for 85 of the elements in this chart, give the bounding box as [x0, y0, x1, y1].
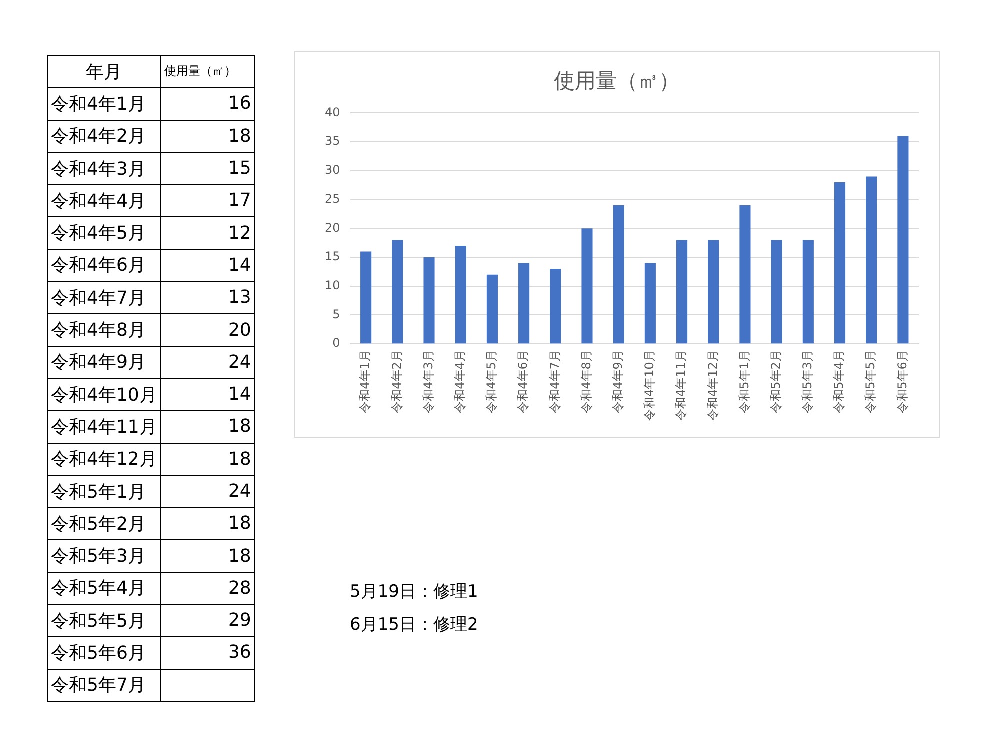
data-label: 18	[160, 120, 255, 152]
x-tick-label: 令和5年4月	[832, 350, 846, 414]
category-label: 令和4年7月	[48, 282, 161, 314]
x-tick-label: 令和4年1月	[358, 350, 372, 414]
category-label: 令和5年6月	[48, 636, 161, 670]
x-tick-label: 令和4年9月	[610, 350, 625, 414]
x-tick-label: 令和4年2月	[390, 350, 404, 414]
bar	[455, 246, 466, 344]
y-tick-label: 10	[324, 278, 340, 292]
data-label: 13	[160, 282, 255, 314]
text: 6月15日：修理2	[350, 614, 478, 637]
data-label: 36	[160, 636, 255, 670]
x-tick-label: 令和4年7月	[548, 350, 562, 414]
y-tick-label: 40	[324, 105, 340, 120]
text: 5月19日：修理1	[350, 581, 478, 604]
x-tick-label: 令和4年6月	[516, 350, 530, 414]
data-label: 18	[160, 508, 255, 540]
x-tick-label: 令和4年11月	[674, 350, 688, 421]
x-tick-label: 令和5年6月	[895, 350, 910, 414]
bar	[518, 263, 530, 344]
data-label: 15	[160, 152, 255, 185]
category-label: 令和4年12月	[48, 443, 161, 476]
data-label: 14	[160, 378, 255, 411]
chart-title: 使用量（㎥）	[554, 69, 680, 94]
x-tick-label: 令和4年3月	[421, 350, 436, 414]
data-label: 14	[160, 249, 255, 282]
category-label: 令和5年5月	[48, 604, 161, 637]
bar	[676, 240, 688, 344]
category-label: 令和5年3月	[48, 540, 161, 572]
category-label: 令和4年4月	[48, 184, 161, 217]
bar	[834, 182, 846, 344]
data-label: 16	[160, 88, 255, 120]
category-label: 令和5年7月	[48, 669, 161, 702]
bar	[582, 228, 593, 344]
data-label: 18	[160, 540, 255, 572]
x-tick-label: 令和4年12月	[706, 350, 720, 421]
category-label: 令和5年2月	[48, 508, 161, 540]
bar	[360, 252, 372, 344]
x-tick-label: 令和4年4月	[452, 350, 467, 414]
x-tick-label: 令和4年8月	[579, 350, 594, 414]
bar	[486, 274, 498, 344]
x-tick-label: 令和5年1月	[737, 350, 752, 414]
data-label: 24	[160, 346, 255, 378]
category-label: 令和4年2月	[48, 120, 161, 152]
category-label: 令和4年1月	[48, 88, 161, 120]
data-label: 18	[160, 410, 255, 444]
category-label: 令和4年3月	[48, 152, 161, 185]
category-label: 令和5年1月	[48, 475, 161, 508]
y-tick-label: 0	[332, 336, 340, 350]
category-label: 令和4年6月	[48, 249, 161, 282]
category-label: 令和4年8月	[48, 314, 161, 346]
bar	[866, 176, 878, 344]
text: 年月	[48, 56, 161, 88]
bar	[708, 240, 720, 344]
data-label: 28	[160, 572, 255, 605]
x-tick-label: 令和4年10月	[642, 350, 657, 421]
x-tick-label: 令和5年3月	[800, 350, 815, 414]
bar	[740, 206, 751, 344]
y-tick-label: 30	[324, 163, 340, 178]
data-label: 17	[160, 184, 255, 217]
data-label: 20	[160, 314, 255, 346]
y-tick-label: 5	[332, 307, 340, 322]
bar	[424, 258, 435, 344]
x-tick-label: 令和5年5月	[864, 350, 878, 414]
x-tick-label: 令和4年5月	[484, 350, 499, 414]
bar	[898, 136, 909, 344]
category-label: 令和4年11月	[48, 410, 161, 444]
y-tick-label: 35	[324, 134, 340, 148]
bar	[613, 206, 624, 344]
bar	[771, 240, 782, 344]
bar	[392, 240, 404, 344]
data-label: 29	[160, 604, 255, 637]
bar	[550, 269, 562, 344]
y-tick-label: 20	[324, 220, 340, 235]
data-label: 18	[160, 443, 255, 476]
category-label: 令和4年5月	[48, 216, 161, 250]
bar	[802, 240, 814, 344]
category-label: 令和5年4月	[48, 572, 161, 605]
data-label: 12	[160, 216, 255, 250]
text: 使用量（㎥）	[160, 56, 255, 88]
y-tick-label: 15	[324, 250, 340, 264]
bar	[644, 263, 656, 344]
x-tick-label: 令和5年2月	[768, 350, 783, 414]
data-label: 24	[160, 475, 255, 508]
y-tick-label: 25	[324, 192, 340, 206]
